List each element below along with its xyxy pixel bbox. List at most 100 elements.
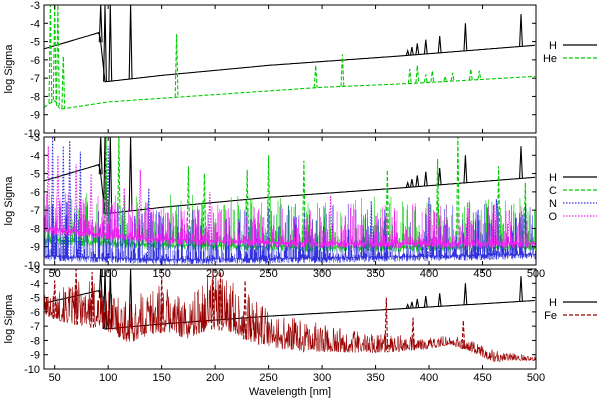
y-tick-label: -9 [30, 350, 40, 362]
y-tick-label: -6 [30, 307, 40, 319]
series-h-line-7 [415, 43, 420, 55]
plot-area [44, 137, 536, 265]
legend-label-c: C [549, 185, 557, 197]
series-fe-line-10 [461, 320, 466, 350]
series-h [44, 137, 535, 215]
y-tick-label: -9 [30, 110, 40, 122]
series-c-line-8 [385, 169, 390, 247]
series-o-forest [44, 193, 536, 249]
series-n-line-2 [61, 146, 66, 257]
y-tick-label: -4 [30, 278, 40, 290]
series-he-continuum [44, 75, 535, 110]
series-fe-line-6 [218, 271, 223, 331]
plot-frame [43, 4, 537, 134]
legend-label-o: O [548, 211, 557, 223]
x-tick-label: 200 [206, 372, 224, 384]
y-tick-label: -5 [30, 293, 40, 305]
series-h-line-8 [423, 39, 428, 54]
series-h-line-4 [128, 269, 133, 327]
series-h-line-4 [128, 5, 133, 79]
y-tick-label: -8 [30, 91, 40, 103]
y-tick-label: -10 [24, 128, 40, 140]
y-tick-label: -4 [30, 150, 40, 162]
series-he-line-10 [423, 74, 428, 83]
series-h-line-10 [463, 23, 468, 51]
x-tick-label: 300 [313, 372, 331, 384]
x-tick-label: 500 [527, 372, 545, 384]
series-fe-line-5 [211, 269, 215, 330]
series-he-line-15 [477, 70, 482, 80]
series-h-line-5 [405, 303, 410, 309]
series-h-line-1 [98, 137, 103, 175]
series-fe [44, 269, 536, 363]
series-h-continuum [44, 32, 535, 83]
legend-label-h: H [549, 297, 557, 309]
series-h-line-3 [108, 137, 113, 214]
y-tick-label: -8 [30, 335, 40, 347]
series-h-line-11 [519, 276, 523, 302]
series-fe-spectrum [44, 274, 536, 363]
series-he-line-2 [52, 5, 57, 101]
y-tick-label: -6 [30, 55, 40, 67]
y-axis-label: log Sigma [3, 294, 15, 344]
y-tick-label: -10 [24, 364, 40, 376]
series-o-line-8 [328, 195, 333, 244]
series-o-line-1 [46, 146, 51, 229]
series-h-line-6 [409, 47, 414, 56]
series-h-line-3 [108, 5, 113, 82]
series-h-line-1 [98, 5, 103, 43]
x-tick-label: 100 [99, 372, 117, 384]
y-tick-label: -5 [30, 37, 40, 49]
chart-panel-3: -3 -4 -5 -6 -7 -8 -9 -10 50 100 150 200 250 300 350 400… [3, 264, 597, 398]
legend-label-fe: Fe [544, 310, 557, 322]
series-h-line-2 [103, 137, 107, 214]
series-he-line-6 [313, 65, 318, 88]
series-c-line-6 [266, 155, 271, 247]
series-he-line-5 [174, 34, 179, 98]
series-h-line-10 [463, 155, 468, 183]
series-h-line-8 [423, 296, 428, 308]
x-tick-label: 250 [259, 268, 277, 280]
series-h-line-9 [437, 36, 442, 53]
series-he-line-9 [415, 65, 420, 84]
series-n-line-9 [494, 199, 499, 255]
legend: HFe [544, 297, 597, 322]
legend-label-n: N [549, 198, 557, 210]
legend-label-h: H [549, 40, 557, 52]
y-tick-label: -9 [30, 242, 40, 254]
y-tick-label: -8 [30, 223, 40, 235]
series-he-line-8 [407, 68, 412, 84]
series-fe-line-7 [243, 280, 248, 340]
y-tick-label: -7 [30, 321, 40, 333]
series-o-line-3 [74, 164, 79, 232]
plot-frame [43, 268, 537, 370]
series-he-line-1 [48, 5, 53, 104]
x-tick-label: 200 [206, 268, 224, 280]
x-tick-label: 450 [473, 268, 491, 280]
series-c-line-9 [435, 158, 440, 247]
series-he [44, 5, 535, 110]
series-fe-line-8 [384, 297, 389, 353]
series-n-line-4 [78, 151, 83, 258]
x-tick-label: 150 [152, 268, 170, 280]
series-h-line-4 [128, 137, 133, 211]
series-c-line-2 [116, 137, 121, 243]
y-tick-label: -3 [30, 132, 40, 144]
x-tick-label: 50 [49, 268, 61, 280]
series-he-line-12 [443, 74, 448, 82]
plot-area [44, 5, 535, 110]
series-c-line-7 [301, 160, 306, 247]
x-tick-label: 150 [152, 372, 170, 384]
series-n-line-6 [146, 188, 151, 260]
series-h-line-6 [409, 179, 414, 188]
series-he-line-14 [468, 68, 473, 81]
series-h-line-7 [415, 175, 420, 187]
series-he-line-3 [55, 5, 60, 106]
series-h [44, 5, 535, 83]
x-tick-label: 300 [313, 268, 331, 280]
series-h-line-11 [519, 14, 523, 47]
y-tick-label: -3 [30, 264, 40, 276]
chart-panel-1: -3 -4 -5 -6 -7 -8 -9 -10 log Sigma HHe [3, 0, 597, 140]
y-tick-label: -7 [30, 205, 40, 217]
